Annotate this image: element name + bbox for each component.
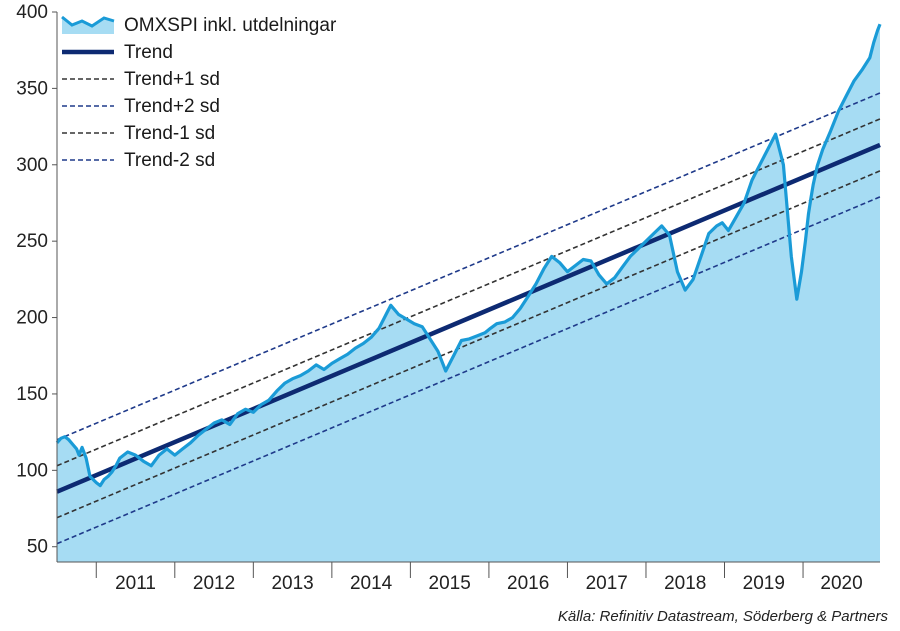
x-tick-label: 2013 bbox=[271, 573, 313, 594]
legend-label: Trend-1 sd bbox=[124, 123, 215, 144]
x-tick-label: 2014 bbox=[350, 573, 393, 594]
legend-label: Trend-2 sd bbox=[124, 150, 215, 171]
y-tick-label: 400 bbox=[16, 2, 48, 23]
x-tick-label: 2016 bbox=[507, 573, 549, 594]
line-trendplus2-sd bbox=[56, 92, 881, 441]
x-tick-label: 2020 bbox=[820, 573, 862, 594]
y-tick-label: 150 bbox=[16, 384, 48, 405]
source-note: Källa: Refinitiv Datastream, Söderberg &… bbox=[557, 608, 888, 625]
y-tick-label: 350 bbox=[16, 78, 48, 99]
line-trendminus2-sd bbox=[56, 196, 881, 545]
legend-label: Trend+2 sd bbox=[124, 96, 220, 117]
x-tick-label: 2015 bbox=[429, 573, 471, 594]
x-tick-label: 2011 bbox=[115, 573, 156, 594]
x-tick-label: 2017 bbox=[586, 573, 628, 594]
legend-label: Trend+1 sd bbox=[124, 69, 220, 90]
y-tick-label: 250 bbox=[16, 231, 48, 252]
y-tick-label: 100 bbox=[16, 460, 48, 481]
index-area-fill bbox=[57, 24, 880, 562]
legend-swatch-line bbox=[61, 15, 115, 28]
index-line bbox=[55, 23, 882, 488]
y-tick-label: 300 bbox=[16, 155, 48, 176]
x-tick-label: 2019 bbox=[743, 573, 785, 594]
legend-label: OMXSPI inkl. utdelningar bbox=[124, 15, 337, 36]
x-tick-label: 2018 bbox=[664, 573, 706, 594]
y-tick-label: 50 bbox=[27, 537, 48, 558]
legend-label: Trend bbox=[124, 42, 173, 63]
y-tick-label: 200 bbox=[16, 308, 48, 329]
line-trendminus1-sd bbox=[56, 170, 881, 519]
x-tick-label: 2012 bbox=[193, 573, 235, 594]
line-trendplus1-sd bbox=[56, 118, 881, 467]
